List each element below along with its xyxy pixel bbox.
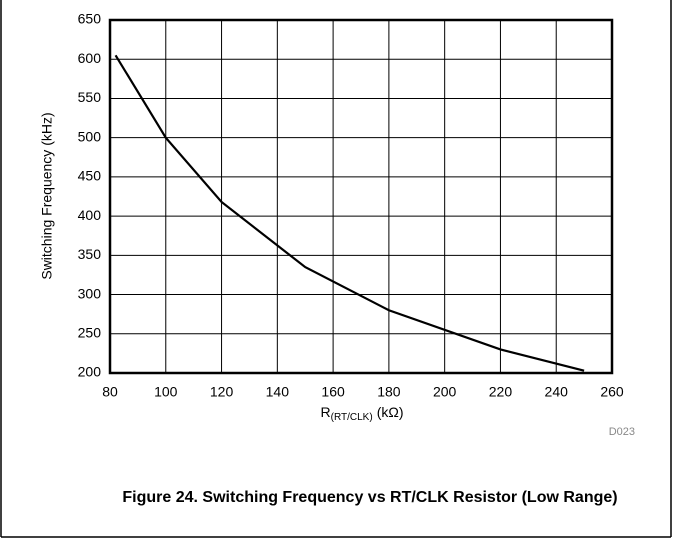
- annotation: D023: [609, 426, 635, 438]
- y-tick-label: 650: [78, 11, 102, 27]
- x-tick-label: 240: [545, 384, 569, 400]
- x-tick-label: 180: [377, 384, 401, 400]
- x-tick-label: 140: [266, 384, 290, 400]
- grid: [109, 19, 613, 374]
- x-label-sub: (RT/CLK): [331, 412, 373, 423]
- x-tick-label: 200: [433, 384, 457, 400]
- x-label-unit: (kΩ): [377, 404, 404, 420]
- y-tick-label: 250: [78, 324, 102, 340]
- y-tick-label: 400: [78, 207, 102, 223]
- y-tick-label: 550: [78, 89, 102, 105]
- y-tick-label: 450: [78, 168, 102, 184]
- x-tick-label: 100: [154, 384, 178, 400]
- x-tick-label: 260: [600, 384, 624, 400]
- x-label-main: R: [321, 404, 331, 420]
- x-tick-label: 120: [210, 384, 234, 400]
- x-tick-label: 160: [321, 384, 345, 400]
- y-tick-label: 200: [78, 364, 102, 380]
- x-axis-label: R(RT/CLK) (kΩ): [321, 404, 404, 423]
- ticks: 80 100 120 140 160 180 200 220 240 260 200 250 300 35…: [78, 11, 624, 400]
- x-tick-label: 220: [489, 384, 513, 400]
- y-tick-label: 350: [78, 246, 102, 262]
- plot-border: [108, 18, 614, 375]
- y-tick-label: 300: [78, 285, 102, 301]
- y-tick-label: 600: [78, 50, 102, 66]
- x-tick-label: 80: [102, 384, 118, 400]
- data-line: [114, 54, 585, 372]
- caption: Figure 24. Switching Frequency vs RT/CLK…: [122, 489, 618, 506]
- y-axis-label: Switching Frequency (kHz): [39, 112, 55, 279]
- y-tick-label: 500: [78, 128, 102, 144]
